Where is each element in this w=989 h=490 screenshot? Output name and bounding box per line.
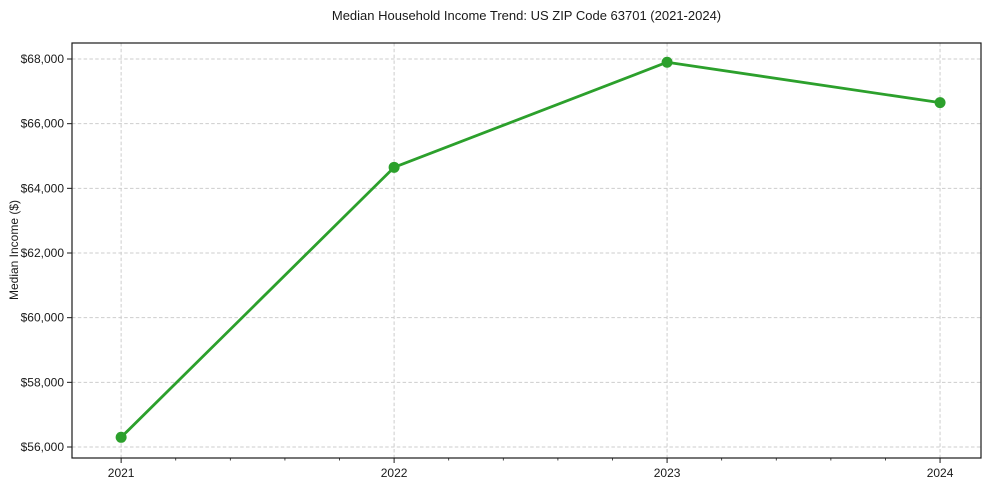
plot-border [71, 42, 982, 459]
y-tick-label: $60,000 [21, 311, 65, 325]
chart-title: Median Household Income Trend: US ZIP Co… [331, 8, 722, 23]
data-point [934, 97, 946, 109]
x-tick-label: 2022 [381, 466, 408, 480]
y-tick-label: $66,000 [21, 117, 65, 131]
y-tick-label: $56,000 [21, 440, 65, 454]
y-tick-label: $68,000 [21, 52, 65, 66]
y-tick-label: $62,000 [21, 246, 65, 260]
data-point [115, 431, 127, 443]
y-axis-label: Median Income ($) [7, 199, 21, 301]
x-tick-label: 2021 [108, 466, 135, 480]
y-tick-label: $58,000 [21, 375, 65, 389]
data-point [388, 161, 400, 173]
y-tick-label: $64,000 [21, 181, 65, 195]
x-tick-label: 2024 [927, 466, 954, 480]
x-tick-label: 2023 [654, 466, 681, 480]
income-trend-line [119, 60, 942, 439]
data-point [661, 56, 673, 68]
